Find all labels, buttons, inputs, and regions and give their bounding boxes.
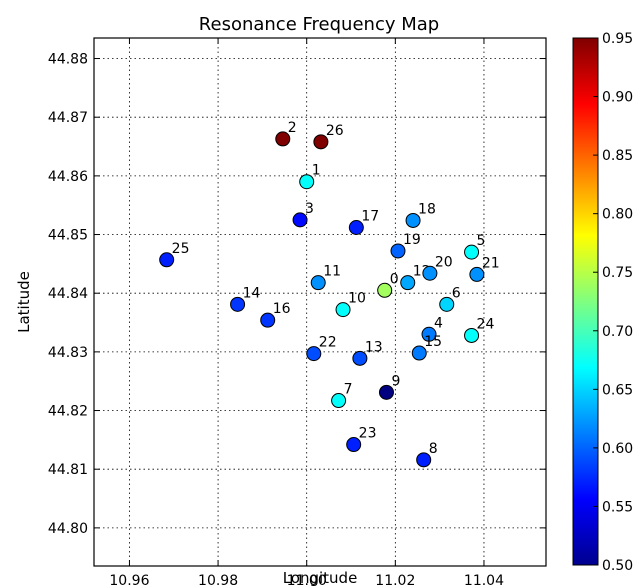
data-point bbox=[422, 265, 438, 281]
point-label: 10 bbox=[348, 291, 366, 307]
data-point bbox=[378, 384, 394, 400]
colorbar-tick-label: 0.95 bbox=[602, 31, 633, 47]
colorbar-tick-label: 0.70 bbox=[602, 324, 633, 340]
point-label: 23 bbox=[359, 426, 377, 442]
data-point bbox=[346, 437, 362, 453]
colorbar-tick-label: 0.60 bbox=[602, 441, 633, 457]
point-label: 1 bbox=[312, 163, 321, 179]
y-tick-label: 44.81 bbox=[48, 462, 88, 478]
colorbar-tick-label: 0.55 bbox=[602, 499, 633, 515]
y-axis: 44.80 44.81 44.82 44.83 44.84 44.85 44.86 44.87… bbox=[48, 52, 546, 537]
data-point bbox=[400, 275, 416, 291]
point-label: 8 bbox=[429, 441, 438, 457]
data-point bbox=[306, 346, 322, 362]
point-label: 2 bbox=[288, 120, 297, 136]
plot-frame bbox=[93, 37, 547, 567]
point-label: 3 bbox=[305, 201, 314, 217]
colorbar-tick-label: 0.65 bbox=[602, 382, 633, 398]
x-tick-label: 11.04 bbox=[464, 573, 504, 588]
point-label: 17 bbox=[361, 208, 379, 224]
y-tick-label: 44.86 bbox=[48, 169, 88, 185]
point-label: 0 bbox=[390, 271, 399, 287]
y-tick-label: 44.87 bbox=[48, 110, 88, 126]
data-point bbox=[421, 326, 437, 342]
point-label: 21 bbox=[482, 255, 500, 271]
chart-title: Resonance Frequency Map bbox=[199, 14, 439, 35]
point-label: 5 bbox=[477, 233, 486, 249]
y-tick-label: 44.80 bbox=[48, 521, 88, 537]
point-label: 24 bbox=[477, 316, 495, 332]
data-point bbox=[464, 327, 480, 343]
colorbar-tick-label: 0.50 bbox=[602, 558, 633, 574]
data-point bbox=[310, 275, 326, 291]
data-point bbox=[335, 302, 351, 318]
y-tick-label: 44.83 bbox=[48, 345, 88, 361]
data-point bbox=[260, 312, 276, 328]
data-point bbox=[405, 212, 421, 228]
point-label: 13 bbox=[365, 339, 383, 355]
y-tick-label: 44.82 bbox=[48, 404, 88, 420]
data-point bbox=[469, 266, 485, 282]
y-tick-label: 44.85 bbox=[48, 228, 88, 244]
colorbar: 0.50 0.55 0.60 0.65 0.70 0.75 0.80 0.85 0.90 0.95 bbox=[572, 31, 633, 574]
point-label: 25 bbox=[172, 241, 190, 257]
data-point bbox=[348, 219, 364, 235]
colorbar-ticks: 0.50 0.55 0.60 0.65 0.70 0.75 0.80 0.85 0.90 0.95 bbox=[593, 31, 633, 574]
point-label: 6 bbox=[452, 285, 461, 301]
x-tick-label: 11.00 bbox=[287, 573, 327, 588]
point-label: 14 bbox=[243, 285, 261, 301]
point-label: 15 bbox=[424, 334, 442, 350]
colorbar-tick-label: 0.85 bbox=[602, 148, 633, 164]
point-label: 22 bbox=[319, 335, 337, 351]
colorbar-tick-label: 0.75 bbox=[602, 265, 633, 281]
data-point bbox=[292, 212, 308, 228]
x-axis: 10.96 10.98 11.00 11.02 11.04 bbox=[109, 38, 504, 588]
point-label: 16 bbox=[273, 301, 291, 317]
data-point bbox=[439, 296, 455, 312]
data-point bbox=[331, 393, 347, 409]
point-label: 26 bbox=[326, 123, 344, 139]
x-tick-label: 10.96 bbox=[109, 573, 149, 588]
data-point bbox=[377, 282, 393, 298]
data-point bbox=[464, 244, 480, 260]
point-label: 18 bbox=[418, 201, 436, 217]
data-point bbox=[275, 131, 291, 147]
x-tick-label: 10.98 bbox=[198, 573, 238, 588]
point-label: 19 bbox=[403, 232, 421, 248]
point-label: 9 bbox=[391, 373, 400, 389]
data-point bbox=[390, 243, 406, 259]
plot-area: 10.96 10.98 11.00 11.02 11.04 44.8044.8144.8… bbox=[48, 37, 547, 588]
data-point bbox=[411, 345, 427, 361]
point-label: 4 bbox=[434, 315, 443, 331]
point-label: 11 bbox=[323, 264, 341, 280]
colorbar-tick-label: 0.90 bbox=[602, 90, 633, 106]
data-point bbox=[230, 296, 246, 312]
x-tick-label: 11.02 bbox=[375, 573, 415, 588]
data-point bbox=[416, 452, 432, 468]
colorbar-tick-label: 0.80 bbox=[602, 207, 633, 223]
y-tick-label: 44.88 bbox=[48, 52, 88, 68]
x-axis-label: Longitude bbox=[283, 569, 358, 587]
data-point bbox=[352, 350, 368, 366]
point-label: 7 bbox=[344, 382, 353, 398]
y-axis-label: Latitude bbox=[15, 271, 33, 333]
data-point bbox=[313, 134, 329, 150]
y-tick-label: 44.84 bbox=[48, 286, 88, 302]
point-label: 20 bbox=[435, 254, 453, 270]
colorbar-gradient bbox=[572, 37, 599, 566]
data-point bbox=[299, 174, 315, 190]
data-point bbox=[159, 252, 175, 268]
